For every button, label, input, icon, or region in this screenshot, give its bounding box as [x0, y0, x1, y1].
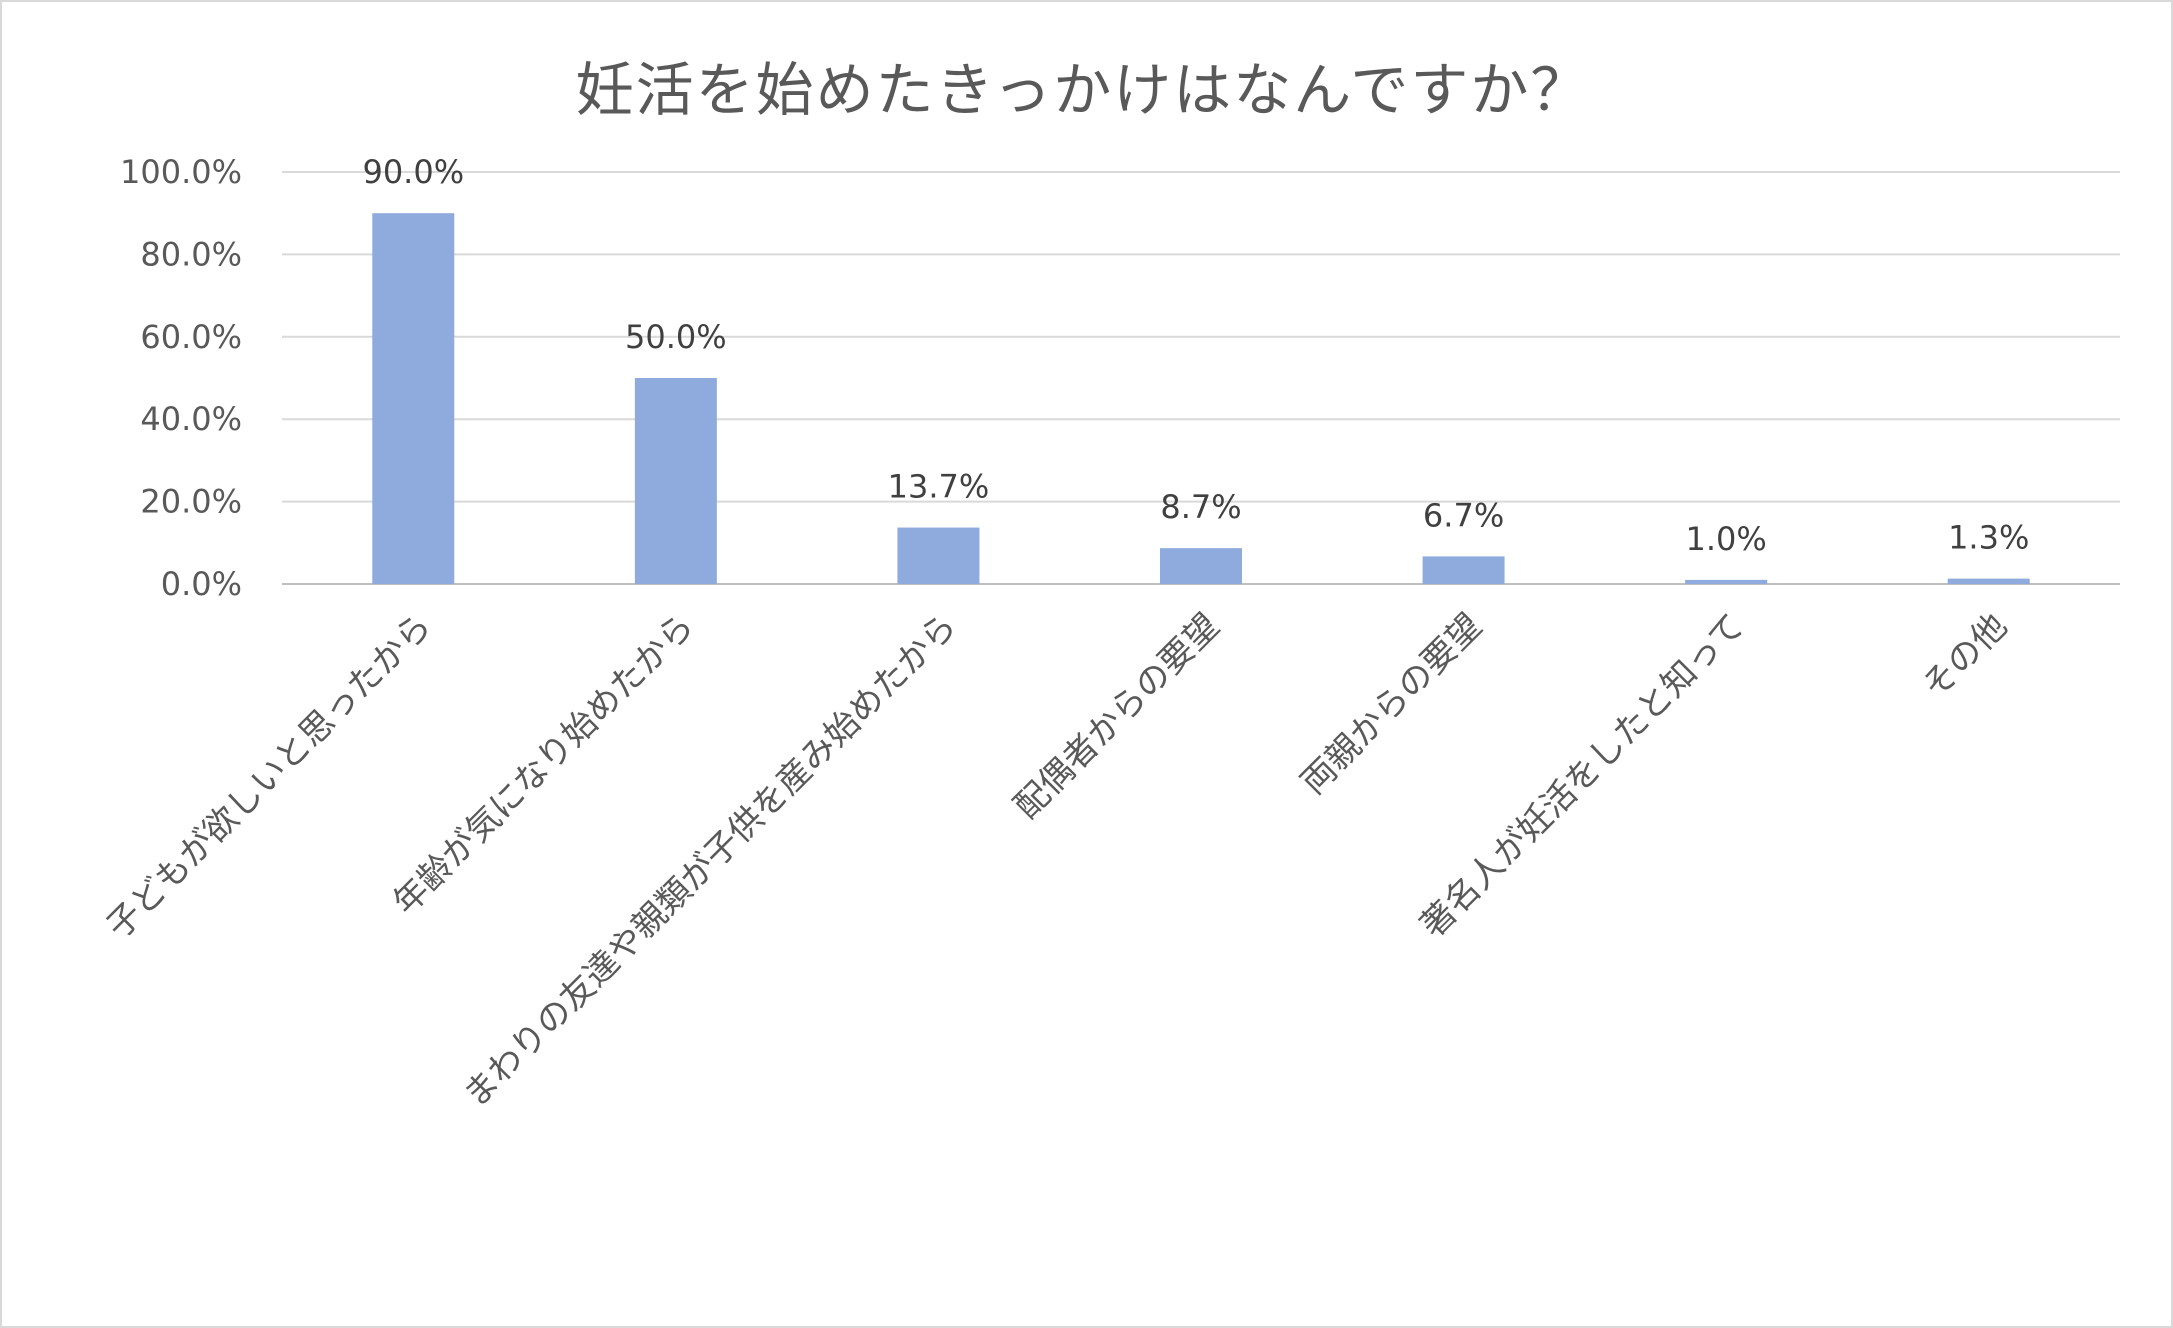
y-tick-label: 80.0% — [140, 235, 242, 273]
y-tick-label: 20.0% — [140, 483, 242, 521]
data-label: 6.7% — [1423, 496, 1504, 534]
data-label: 13.7% — [888, 468, 990, 506]
y-tick-label: 60.0% — [140, 318, 242, 356]
data-label: 90.0% — [362, 153, 464, 191]
gridlines — [282, 171, 2120, 585]
data-label: 1.0% — [1685, 520, 1766, 558]
bar — [1422, 556, 1505, 584]
data-label: 8.7% — [1160, 488, 1241, 526]
x-category-label: まわりの友達や親類が子供を産み始めたから — [456, 606, 965, 1115]
bar — [372, 213, 455, 584]
x-category-label: 配偶者からの要望 — [1007, 606, 1228, 827]
bar — [897, 527, 980, 584]
data-label: 1.3% — [1948, 519, 2029, 557]
bars — [372, 213, 2030, 584]
bar — [1947, 578, 2030, 584]
x-category-label: 両親からの要望 — [1293, 606, 1490, 803]
bar — [1685, 579, 1768, 584]
chart-title: 妊活を始めたきっかけはなんですか？ — [576, 56, 1591, 124]
data-label: 50.0% — [625, 318, 727, 356]
y-tick-label: 0.0% — [161, 565, 242, 603]
data-labels: 90.0% 50.0% 13.7% 8.7% 6.7% 1.0% 1.3% — [362, 153, 2029, 558]
x-category-label: その他 — [1915, 606, 2015, 706]
y-axis-ticks: 0.0% 20.0% 40.0% 60.0% 80.0% 100.0% — [120, 153, 242, 603]
bar — [634, 378, 717, 584]
x-axis-labels: 子どもが欲しいと思ったから年齢が気になり始めたからまわりの友達や親類が子供を産み… — [99, 606, 2015, 1115]
bar — [1160, 548, 1242, 584]
x-category-label: 年齢が気になり始めたから — [385, 606, 702, 923]
y-tick-label: 40.0% — [140, 400, 242, 438]
y-tick-label: 100.0% — [120, 153, 242, 191]
